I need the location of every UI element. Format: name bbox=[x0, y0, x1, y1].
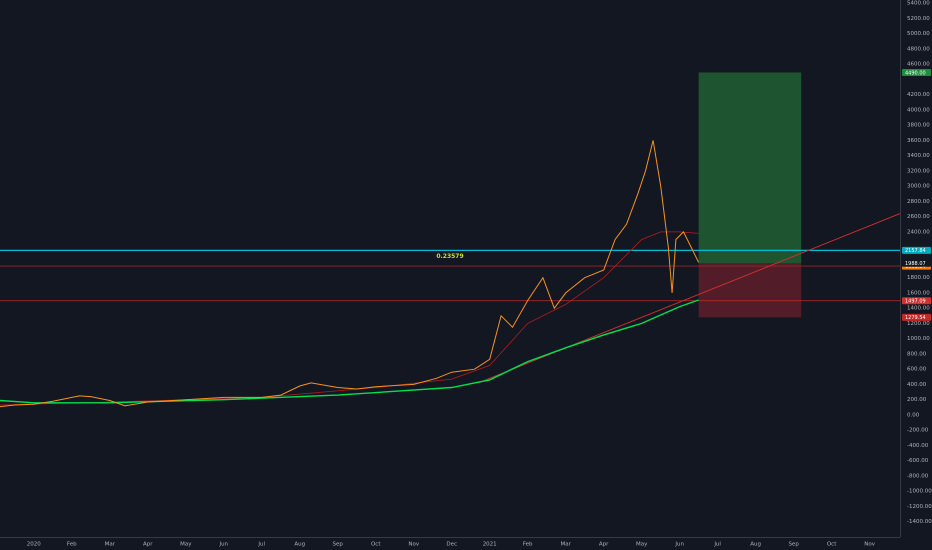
x-tick-label: Sep bbox=[788, 542, 799, 548]
loss-zone bbox=[698, 263, 802, 318]
x-tick-label: Nov bbox=[864, 542, 875, 548]
y-tick-label: 800.00 bbox=[907, 351, 927, 357]
y-tick-label: -200.00 bbox=[907, 428, 929, 434]
y-tick-label: 5200.00 bbox=[907, 16, 930, 22]
y-tick-label: 4000.00 bbox=[907, 107, 930, 113]
price-label-box bbox=[902, 297, 931, 305]
x-tick-label: Aug bbox=[750, 542, 761, 548]
y-tick-label: 3400.00 bbox=[907, 153, 930, 159]
price-label: 1497.09 bbox=[905, 299, 926, 305]
x-tick-label: Apr bbox=[599, 542, 609, 548]
y-tick-label: 3800.00 bbox=[907, 123, 930, 129]
price-label-box bbox=[902, 313, 931, 321]
price-label-box bbox=[902, 246, 931, 254]
y-tick-label: -1400.00 bbox=[907, 519, 932, 525]
x-tick-label: Aug bbox=[294, 542, 305, 548]
y-tick-label: 0.00 bbox=[907, 412, 920, 418]
y-tick-label: 4200.00 bbox=[907, 92, 930, 98]
y-tick-label: 2800.00 bbox=[907, 199, 930, 205]
x-tick-label: Nov bbox=[408, 542, 419, 548]
y-tick-label: 4800.00 bbox=[907, 46, 930, 52]
x-tick-label: 2020 bbox=[27, 542, 41, 548]
y-tick-label: 2600.00 bbox=[907, 214, 930, 220]
price-label-box bbox=[902, 68, 931, 76]
x-tick-label: Jul bbox=[713, 542, 721, 548]
y-tick-label: 3600.00 bbox=[907, 138, 930, 144]
price-label: 1988.07 bbox=[905, 261, 926, 267]
y-tick-label: 1800.00 bbox=[907, 275, 930, 281]
y-tick-label: 4600.00 bbox=[907, 62, 930, 68]
y-tick-label: 1000.00 bbox=[907, 336, 930, 342]
x-tick-label: Jul bbox=[257, 542, 265, 548]
x-tick-label: May bbox=[636, 542, 648, 548]
y-tick-label: -1000.00 bbox=[907, 489, 932, 495]
y-tick-label: 1600.00 bbox=[907, 290, 930, 296]
price-label-box bbox=[902, 259, 931, 267]
moving-average bbox=[0, 299, 699, 404]
y-tick-label: 5400.00 bbox=[907, 1, 930, 7]
y-tick-label: -400.00 bbox=[907, 443, 929, 449]
price-label: 1951.84 bbox=[905, 264, 926, 270]
x-tick-label: Jun bbox=[218, 542, 228, 548]
y-tick-label: 1400.00 bbox=[907, 306, 930, 312]
profit-zone bbox=[698, 72, 802, 264]
x-tick-label: Dec bbox=[446, 542, 457, 548]
y-tick-label: -1200.00 bbox=[907, 504, 932, 510]
y-tick-label: 600.00 bbox=[907, 367, 927, 373]
y-tick-label: 400.00 bbox=[907, 382, 927, 388]
x-tick-label: May bbox=[180, 542, 192, 548]
x-tick-label: Mar bbox=[105, 542, 116, 548]
y-tick-label: 5000.00 bbox=[907, 31, 930, 37]
x-tick-label: Feb bbox=[523, 542, 533, 548]
y-tick-label: 3200.00 bbox=[907, 168, 930, 174]
annotation: 0.23579 bbox=[436, 253, 463, 260]
y-tick-label: -800.00 bbox=[907, 473, 929, 479]
x-tick-label: Jun bbox=[674, 542, 684, 548]
x-tick-label: Sep bbox=[333, 542, 344, 548]
price-label: 1279.54 bbox=[905, 315, 926, 321]
y-tick-label: 3000.00 bbox=[907, 184, 930, 190]
x-tick-label: Feb bbox=[67, 542, 77, 548]
x-tick-label: Mar bbox=[560, 542, 571, 548]
x-tick-label: Apr bbox=[143, 542, 153, 548]
y-tick-label: 2400.00 bbox=[907, 229, 930, 235]
price-label: 4490.00 bbox=[905, 70, 926, 76]
y-tick-label: -600.00 bbox=[907, 458, 929, 464]
y-tick-label: 1200.00 bbox=[907, 321, 930, 327]
x-tick-label: 2021 bbox=[483, 542, 497, 548]
price-line bbox=[0, 140, 700, 408]
y-tick-label: 200.00 bbox=[907, 397, 927, 403]
x-tick-label: Oct bbox=[371, 542, 381, 548]
x-tick-label: Oct bbox=[827, 542, 837, 548]
price-label: 2157.84 bbox=[905, 248, 926, 254]
